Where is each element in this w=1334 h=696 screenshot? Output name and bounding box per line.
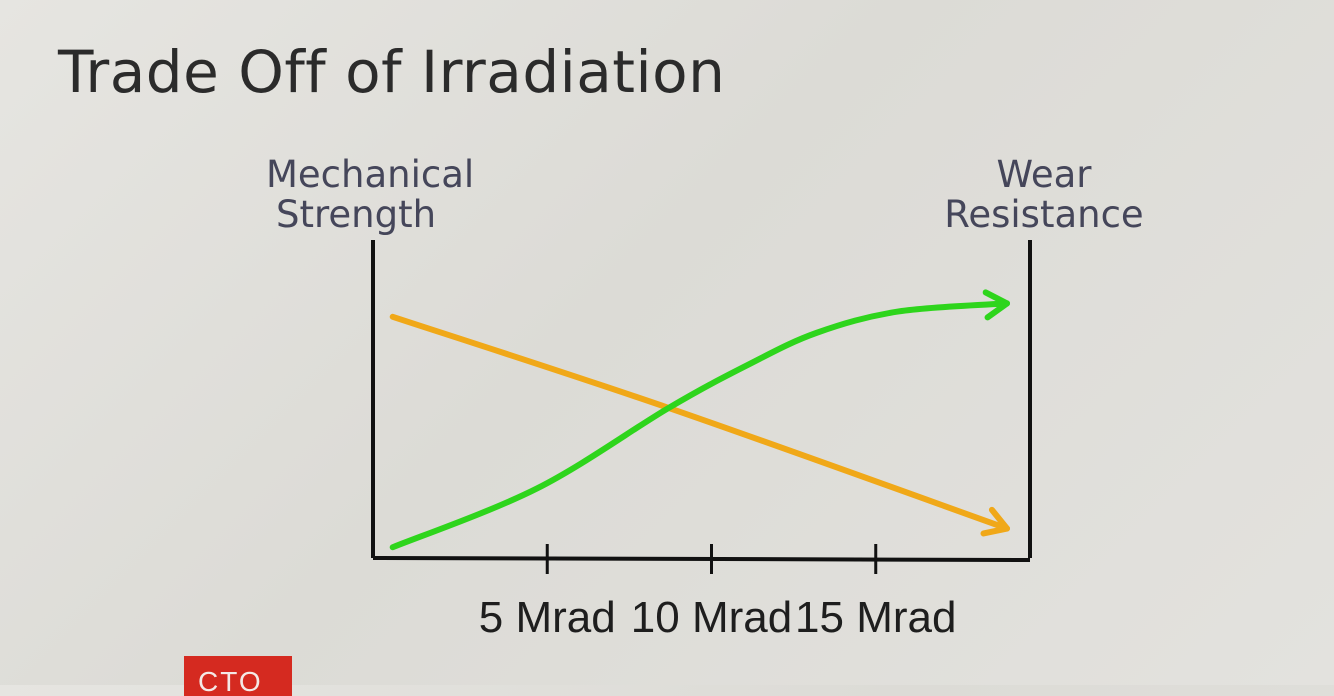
slide-title: Trade Off of Irradiation (58, 38, 726, 106)
axes (371, 240, 1032, 562)
x-ticks: 5 Mrad 10 Mrad 15 Mrad (479, 544, 956, 642)
left-axis-label: Mechanical Strength (266, 155, 474, 235)
x-tick-label-0: 5 Mrad (479, 593, 616, 642)
series-layer (389, 289, 1011, 551)
right-axis-label-line2: Resistance (944, 193, 1144, 236)
right-axis-label: Wear Resistance (944, 155, 1144, 235)
corner-badge-text: CTO (198, 666, 263, 696)
corner-badge: CTO (184, 656, 292, 696)
x-tick-label-2: 15 Mrad (795, 593, 956, 642)
x-axis-line (372, 556, 1031, 562)
left-axis-label-line2: Strength (276, 193, 437, 236)
x-tick-label-1: 10 Mrad (631, 593, 792, 642)
series-line-1 (389, 300, 1011, 551)
left-axis-label-line1: Mechanical (266, 153, 475, 196)
right-axis-label-line1: Wear (996, 153, 1092, 196)
series-arrowhead-1 (982, 289, 1011, 321)
series-line-0 (389, 313, 1011, 532)
series-arrowhead-0 (980, 506, 1011, 537)
